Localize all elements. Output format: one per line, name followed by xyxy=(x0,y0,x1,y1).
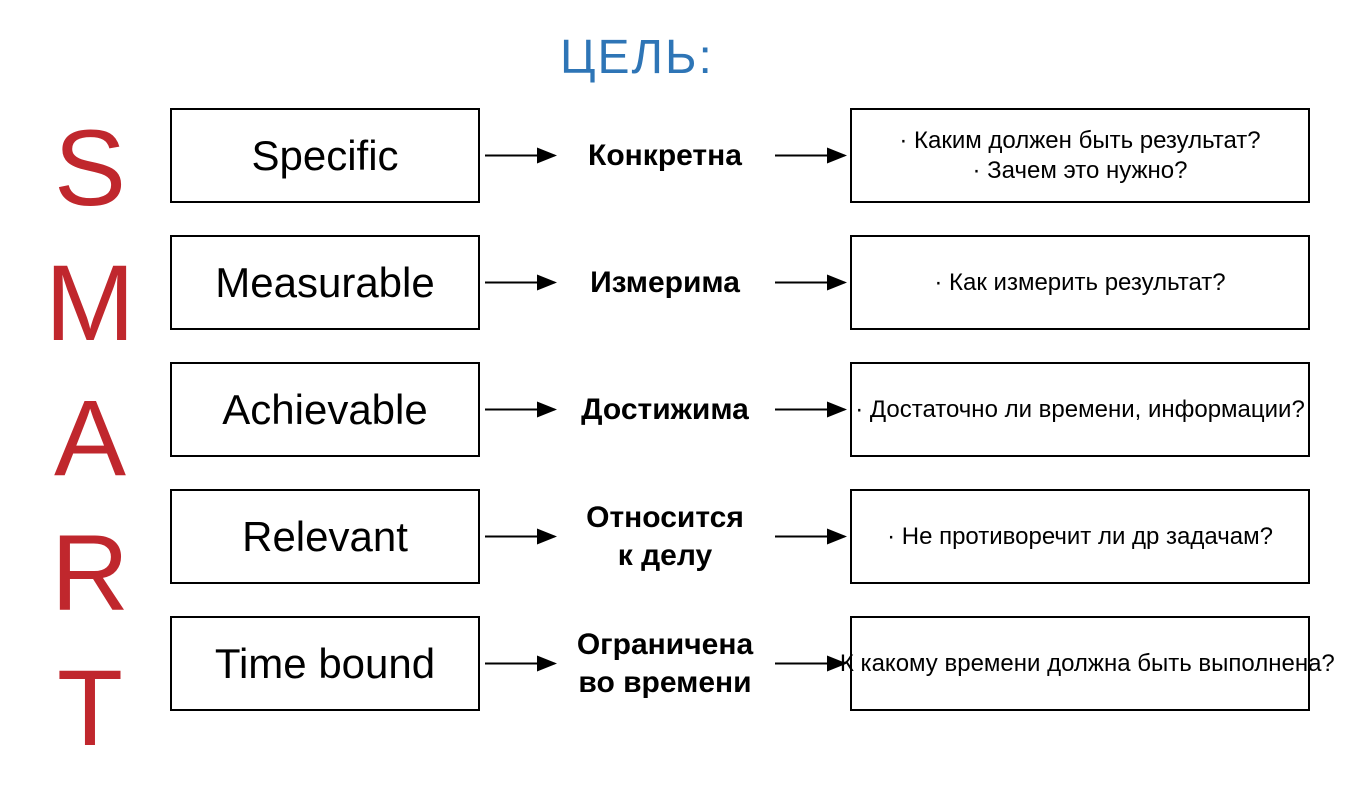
question-box-3: · Не противоречит ли др задачам? xyxy=(850,489,1310,584)
acronym-letter-m: M xyxy=(30,235,150,370)
question-line: · Зачем это нужно? xyxy=(973,156,1188,186)
question-box-2: · Достаточно ли времени, информации? xyxy=(850,362,1310,457)
acronym-letter-s: S xyxy=(30,100,150,235)
russian-column: Конкретна Измерима Достижима Относится к… xyxy=(560,108,770,743)
russian-label-2: Достижима xyxy=(560,362,770,457)
russian-label-3: Относится к делу xyxy=(560,489,770,584)
russian-label-4: Ограничена во времени xyxy=(560,616,770,711)
question-line: · К какому времени должна быть выполнена… xyxy=(825,649,1335,679)
question-line: · Как измерить результат? xyxy=(934,268,1225,298)
english-box-measurable: Measurable xyxy=(170,235,480,330)
russian-label-1: Измерима xyxy=(560,235,770,330)
english-box-timebound: Time bound xyxy=(170,616,480,711)
question-box-4: · К какому времени должна быть выполнена… xyxy=(850,616,1310,711)
english-column: Specific Measurable Achievable Relevant … xyxy=(170,108,480,743)
acronym-letter-t: T xyxy=(30,640,150,775)
question-box-0: · Каким должен быть результат? · Зачем э… xyxy=(850,108,1310,203)
english-box-achievable: Achievable xyxy=(170,362,480,457)
english-box-specific: Specific xyxy=(170,108,480,203)
questions-column: · Каким должен быть результат? · Зачем э… xyxy=(850,108,1310,743)
question-line: · Достаточно ли времени, информации? xyxy=(855,395,1305,425)
english-box-relevant: Relevant xyxy=(170,489,480,584)
question-line: · Каким должен быть результат? xyxy=(899,126,1260,156)
acronym-letter-a: A xyxy=(30,370,150,505)
diagram-title: ЦЕЛЬ: xyxy=(560,30,714,85)
acronym-column: S M A R T xyxy=(30,100,150,775)
question-box-1: · Как измерить результат? xyxy=(850,235,1310,330)
russian-label-0: Конкретна xyxy=(560,108,770,203)
question-line: · Не противоречит ли др задачам? xyxy=(887,522,1273,552)
acronym-letter-r: R xyxy=(30,505,150,640)
